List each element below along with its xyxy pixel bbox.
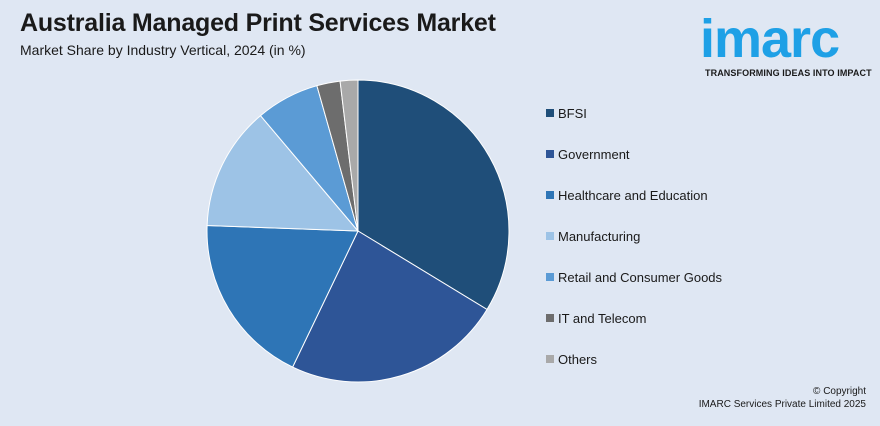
legend-swatch <box>546 273 554 281</box>
legend-item-others: Others <box>546 350 597 368</box>
legend-swatch <box>546 232 554 240</box>
pie-slice-healthcare-and-education <box>206 225 359 368</box>
legend-swatch <box>546 150 554 158</box>
chart-subtitle: Market Share by Industry Vertical, 2024 … <box>20 42 306 58</box>
legend-swatch <box>546 314 554 322</box>
legend-swatch <box>546 109 554 117</box>
pie-slice-manufacturing <box>206 114 360 232</box>
imarc-logo: imarc TRANSFORMING IDEAS INTO IMPACT <box>700 4 875 82</box>
legend-item-it-telecom: IT and Telecom <box>546 309 646 327</box>
legend-label: IT and Telecom <box>558 310 647 326</box>
logo-wordmark: imarc <box>700 9 840 69</box>
legend-swatch <box>546 191 554 199</box>
legend-item-manufacturing: Manufacturing <box>546 227 640 245</box>
legend-label: Healthcare and Education <box>558 187 708 203</box>
legend-item-government: Government <box>546 145 630 163</box>
legend-label: Government <box>558 146 630 162</box>
logo-tagline: TRANSFORMING IDEAS INTO IMPACT <box>705 68 872 78</box>
legend-item-bfsi: BFSI <box>546 104 587 122</box>
copyright-owner: IMARC Services Private Limited 2025 <box>698 399 866 410</box>
copyright-notice: © Copyright IMARC Services Private Limit… <box>699 385 866 411</box>
legend-label: Manufacturing <box>558 228 641 244</box>
chart-title: Australia Managed Print Services Market <box>20 9 496 37</box>
legend-label: BFSI <box>558 105 587 121</box>
legend-item-healthcare-education: Healthcare and Education <box>546 186 708 204</box>
legend-label: Retail and Consumer Goods <box>558 269 723 285</box>
pie-slice-government <box>291 230 488 383</box>
legend-item-retail-consumer-goods: Retail and Consumer Goods <box>546 268 722 286</box>
pie-slice-others <box>339 79 359 232</box>
legend-swatch <box>546 355 554 363</box>
legend-label: Others <box>558 351 598 367</box>
copyright-line: © Copyright <box>813 386 866 397</box>
pie-slice-bfsi <box>357 79 510 311</box>
